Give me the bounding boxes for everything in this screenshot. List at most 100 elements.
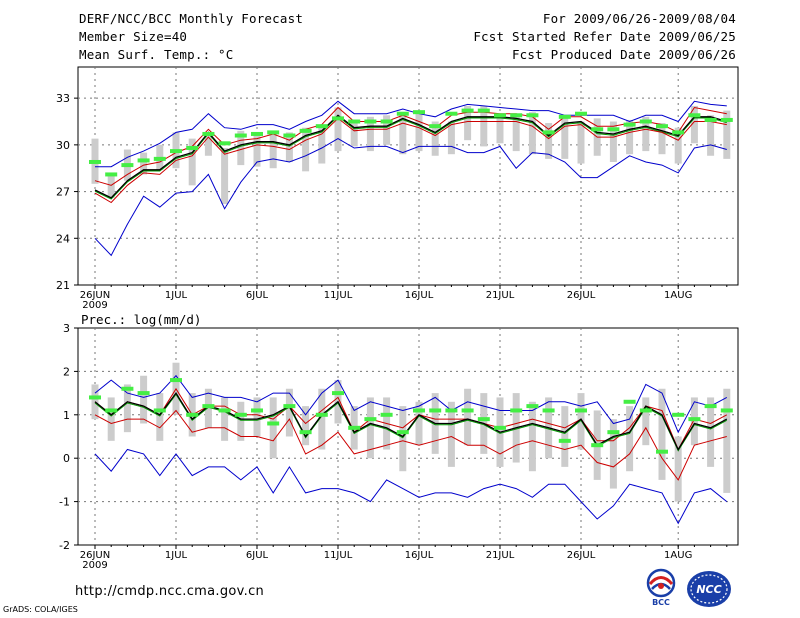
ensemble-spread-bar <box>302 127 310 172</box>
climatology-marker <box>251 131 263 136</box>
ensemble-spread-bar <box>350 119 358 147</box>
ensemble-spread-bar <box>512 113 520 152</box>
climatology-marker <box>186 145 199 150</box>
bcc-logo-text: BCC <box>652 598 670 607</box>
climatology-marker <box>396 430 409 435</box>
y-tick-label: 27 <box>56 186 70 199</box>
ensemble-spread-bar <box>415 113 423 152</box>
y-tick-label: 21 <box>56 279 70 292</box>
climatology-marker <box>202 131 215 136</box>
climatology-marker <box>656 124 668 129</box>
climatology-marker <box>542 408 555 413</box>
x-tick-year-label: 2009 <box>82 560 107 571</box>
climatology-marker <box>429 124 442 129</box>
ensemble-spread-bar <box>204 133 212 156</box>
ensemble-spread-bar <box>480 105 488 147</box>
ensemble-spread-bar <box>577 393 585 450</box>
x-tick-label: 6JUL <box>246 550 269 561</box>
ensemble-spread-bar <box>609 419 617 489</box>
climatology-marker <box>234 133 247 138</box>
ensemble-spread-bar <box>658 123 666 155</box>
climatology-marker <box>623 122 636 127</box>
series-min-line <box>94 448 728 525</box>
ensemble-spread-bar <box>285 388 293 437</box>
climatology-marker <box>688 113 701 118</box>
ensemble-spread-bar <box>399 406 407 472</box>
series-mean-line <box>94 391 728 451</box>
ensemble-spread-bar <box>528 401 536 472</box>
ensemble-spread-bar <box>302 406 310 446</box>
ensemble-spread-bar <box>221 147 229 205</box>
climatology-marker <box>153 156 166 161</box>
x-tick-label: 26JUN <box>80 290 110 301</box>
x-tick-label: 1AUG <box>664 290 692 301</box>
ensemble-spread-bar <box>237 130 245 166</box>
ensemble-mean-shadow-line <box>94 393 728 452</box>
x-tick-label: 1AUG <box>664 550 692 561</box>
climatology-marker <box>380 412 393 417</box>
climatology-marker <box>315 412 328 417</box>
x-tick-label: 26JUL <box>567 550 596 561</box>
climatology-marker <box>315 124 328 129</box>
ensemble-spread-bar <box>690 397 698 446</box>
climatology-marker <box>526 404 539 409</box>
climatology-marker <box>494 425 506 430</box>
ensemble-spread-bar <box>642 397 650 446</box>
climatology-marker <box>558 438 571 443</box>
climatology-marker <box>364 417 377 422</box>
ensemble-spread-bar <box>707 115 715 156</box>
ensemble-spread-bar <box>318 126 326 164</box>
climatology-marker <box>267 130 280 135</box>
climatology-marker <box>121 386 134 391</box>
climatology-marker <box>575 408 587 413</box>
series-max-line <box>95 100 727 168</box>
climatology-marker <box>89 395 101 400</box>
climatology-marker <box>510 408 523 413</box>
climatology-marker <box>607 127 620 132</box>
grads-credit: GrADS: COLA/IGES <box>3 605 78 614</box>
x-tick-label: 26JUL <box>567 290 596 301</box>
ensemble-spread-bar <box>545 123 553 159</box>
ensemble-spread-bar <box>318 388 326 450</box>
climatology-marker <box>575 111 587 116</box>
forecast-started-date: Fcst Started Refer Date 2009/06/25 <box>473 29 736 44</box>
ncc-emblem-icon: NCC <box>687 571 731 607</box>
climatology-marker <box>186 412 199 417</box>
ensemble-spread-bar <box>383 115 391 145</box>
climatology-marker <box>445 111 458 116</box>
ensemble-spread-bar <box>577 121 585 164</box>
x-tick-label: 11JUL <box>324 550 353 561</box>
ensemble-spread-bar <box>609 121 617 162</box>
series-max-line <box>94 374 728 434</box>
climatology-marker <box>623 399 636 404</box>
climatology-marker <box>218 408 231 413</box>
forecast-produced-date: Fcst Produced Date 2009/06/26 <box>511 47 736 62</box>
ensemble-spread-bar <box>561 406 569 467</box>
ensemble-spread-bar <box>285 132 293 162</box>
ensemble-spread-bar <box>253 397 261 437</box>
ensemble-spread-bar <box>723 110 731 159</box>
website-url[interactable]: http://cmdp.ncc.cma.gov.cn <box>75 584 265 599</box>
climatology-marker <box>348 119 361 124</box>
series-mean-line <box>94 114 727 199</box>
ensemble-spread-bar <box>91 384 99 420</box>
climatology-marker <box>607 430 620 435</box>
ncc-logo: NCC <box>685 569 733 609</box>
forecast-title: DERF/NCC/BCC Monthly Forecast <box>79 11 304 26</box>
y-tick-label: 0 <box>63 452 70 465</box>
ensemble-spread-bar <box>399 112 407 155</box>
climatology-marker <box>542 130 555 135</box>
climatology-marker <box>234 412 247 417</box>
x-tick-label: 1JUL <box>165 290 188 301</box>
ensemble-spread-bar <box>366 116 374 152</box>
climatology-marker <box>720 117 733 122</box>
climatology-marker <box>704 404 717 409</box>
climatology-marker <box>251 408 263 413</box>
ensemble-spread-bar <box>642 116 650 152</box>
series-lower-line <box>94 117 727 204</box>
climatology-marker <box>672 130 685 135</box>
climatology-marker <box>672 412 685 417</box>
climatology-marker <box>477 108 490 113</box>
climatology-marker <box>283 404 296 409</box>
